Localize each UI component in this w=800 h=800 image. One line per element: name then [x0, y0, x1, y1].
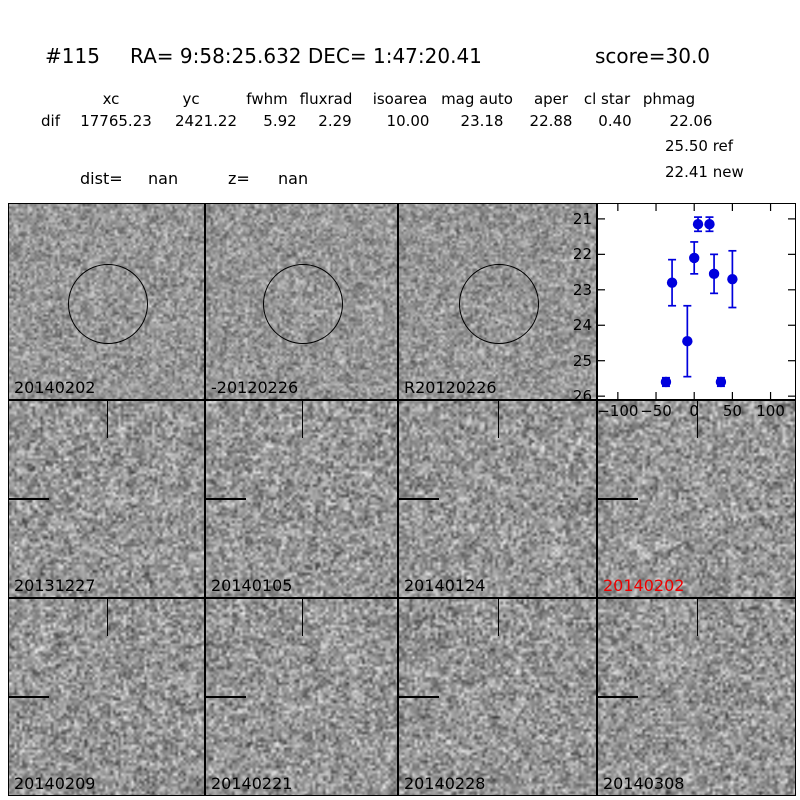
cutout-label: -20120226 — [211, 378, 299, 397]
aperture-circle — [67, 264, 148, 344]
crosshair-tick-vertical — [497, 401, 499, 438]
x-tick-label: −50 — [640, 402, 672, 420]
z-label: z= — [228, 169, 250, 188]
cutout-panel-epoch-current: 20140202 — [597, 400, 796, 598]
z-value: nan — [278, 169, 309, 188]
crosshair-tick-horizontal — [9, 696, 49, 698]
cutout-panel-ref-epoch: -20120226 — [205, 203, 398, 400]
cutout-panel-new-epoch: 20140202 — [8, 203, 205, 400]
lightcurve-data-point — [692, 219, 704, 230]
value-aper: 22.88 — [529, 112, 573, 130]
col-header-clstar: cl star — [583, 90, 631, 108]
cutout-label: 20140202 — [14, 378, 96, 397]
cutout-panel-epoch: 20140209 — [8, 598, 205, 796]
aperture-circle — [262, 264, 343, 344]
value-magauto: 23.18 — [460, 112, 504, 130]
y-tick-label: 22 — [572, 245, 592, 264]
y-tick-label: 24 — [572, 316, 592, 335]
col-header-phmag: phmag — [642, 90, 696, 108]
crosshair-tick-horizontal — [9, 498, 49, 500]
cutout-label: 20140228 — [404, 774, 486, 793]
value-phmag-new: 22.41 new — [665, 163, 744, 181]
value-clstar: 0.40 — [598, 112, 632, 130]
y-tick-label: 26 — [572, 387, 592, 406]
value-fluxrad: 2.29 — [318, 112, 352, 130]
value-phmag-ref: 25.50 ref — [665, 137, 734, 155]
lightcurve-data-point — [727, 273, 738, 285]
cutout-panel-epoch: 20131227 — [8, 400, 205, 598]
cutout-label: 20140124 — [404, 576, 486, 595]
lightcurve-svg — [598, 204, 795, 399]
lightcurve-data-point — [715, 376, 727, 388]
crosshair-tick-horizontal — [206, 498, 246, 500]
cutout-panel-epoch: 20140124 — [398, 400, 597, 598]
crosshair-tick-vertical — [106, 599, 108, 636]
crosshair-tick-horizontal — [598, 498, 638, 500]
cutout-panel-r-band: R20120226 — [398, 203, 597, 400]
cutout-label: 20140221 — [211, 774, 293, 793]
cutout-label: 20140308 — [603, 774, 685, 793]
dist-label: dist= — [80, 169, 123, 188]
value-yc: 2421.22 — [174, 112, 238, 130]
col-header-fluxrad: fluxrad — [299, 90, 353, 108]
lightcurve-data-point — [704, 219, 715, 230]
crosshair-tick-vertical — [301, 599, 303, 636]
aperture-circle — [458, 264, 539, 344]
lightcurve-data-point — [682, 336, 693, 347]
cutout-label: 20131227 — [14, 576, 96, 595]
crosshair-tick-horizontal — [399, 696, 439, 698]
cutout-panel-epoch: 20140221 — [205, 598, 398, 796]
value-phmag-dif: 22.06 — [669, 112, 713, 130]
col-header-isoarea: isoarea — [372, 90, 428, 108]
cutout-label: 20140105 — [211, 576, 293, 595]
y-tick-label: 23 — [572, 280, 592, 299]
crosshair-tick-horizontal — [598, 696, 638, 698]
value-xc: 17765.23 — [80, 112, 152, 130]
x-tick-label: 50 — [722, 402, 742, 420]
lightcurve-data-point — [708, 268, 720, 280]
crosshair-tick-vertical — [106, 401, 108, 438]
col-header-aper: aper — [533, 90, 569, 108]
value-fwhm: 5.92 — [263, 112, 297, 130]
cutout-label: 20140209 — [14, 774, 96, 793]
x-tick-label: 100 — [756, 402, 785, 420]
lightcurve-plot: −100 −50 0 50 100 21 22 23 24 25 26 — [573, 203, 796, 420]
crosshair-tick-horizontal — [399, 498, 439, 500]
row-label-dif: dif — [41, 112, 60, 130]
col-header-magauto: mag auto — [441, 90, 513, 108]
crosshair-tick-vertical — [696, 401, 698, 438]
dist-value: nan — [148, 169, 179, 188]
lightcurve-data-point — [666, 277, 678, 288]
cutout-panel-epoch: 20140105 — [205, 400, 398, 598]
cutout-label: R20120226 — [404, 378, 497, 397]
candidate-score: score=30.0 — [595, 44, 711, 68]
value-isoarea: 10.00 — [386, 112, 430, 130]
crosshair-tick-horizontal — [206, 696, 246, 698]
lightcurve-data-point — [660, 376, 672, 388]
col-header-yc: yc — [182, 90, 200, 108]
y-tick-label: 21 — [572, 209, 592, 228]
col-header-xc: xc — [102, 90, 120, 108]
crosshair-tick-vertical — [301, 401, 303, 438]
crosshair-tick-vertical — [696, 599, 698, 636]
x-tick-label: 0 — [689, 402, 699, 420]
col-header-fwhm: fwhm — [246, 90, 288, 108]
lightcurve-data-point — [689, 252, 700, 264]
cutout-panel-epoch: 20140228 — [398, 598, 597, 796]
crosshair-tick-vertical — [497, 599, 499, 636]
y-tick-label: 25 — [572, 351, 592, 370]
candidate-coords: RA= 9:58:25.632 DEC= 1:47:20.41 — [130, 44, 482, 68]
candidate-id: #115 — [45, 44, 100, 68]
cutout-panel-epoch: 20140308 — [597, 598, 796, 796]
cutout-label-current: 20140202 — [603, 576, 685, 595]
x-tick-label: −100 — [597, 402, 639, 420]
